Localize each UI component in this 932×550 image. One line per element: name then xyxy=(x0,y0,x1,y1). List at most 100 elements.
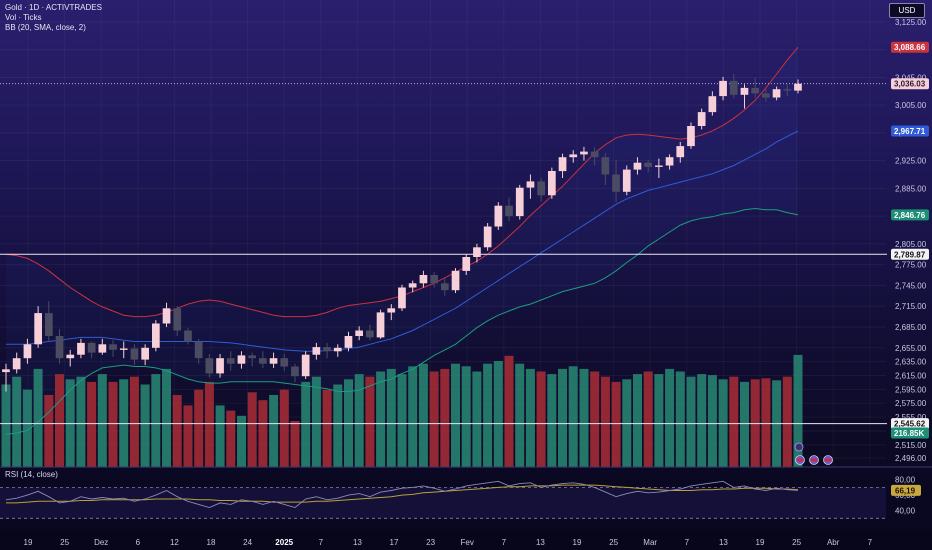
flag-stripe-icon xyxy=(825,458,831,462)
volume-bar xyxy=(322,389,332,468)
volume-bar xyxy=(793,354,803,468)
time-tick-label: 13 xyxy=(353,538,362,547)
time-axis-background xyxy=(0,530,932,550)
time-tick-label: 12 xyxy=(170,538,179,547)
candle-body xyxy=(141,347,149,360)
price-tick-label: 2,745.00 xyxy=(895,281,927,290)
volume-bar xyxy=(408,366,418,468)
volume-bar xyxy=(204,381,214,468)
volume-bar xyxy=(772,380,782,468)
rsi-tick-label: 80,00 xyxy=(895,476,916,485)
candle-body xyxy=(280,358,289,367)
price-tick-label: 2,595.00 xyxy=(895,385,927,394)
volume-bar xyxy=(429,371,439,468)
rsi-pane-background xyxy=(0,467,932,529)
volume-legend[interactable]: Vol · Ticks xyxy=(5,13,42,22)
rsi-ma-line xyxy=(6,484,799,504)
price-tick-label: 3,125.00 xyxy=(895,18,927,27)
volume-bar xyxy=(258,400,268,468)
volume-bar xyxy=(162,368,171,468)
bollinger-lower-line xyxy=(5,207,799,435)
volume-bar xyxy=(558,368,567,468)
volume-bar xyxy=(22,389,32,468)
volume-bar xyxy=(440,368,450,468)
volume-bar xyxy=(87,381,97,468)
volume-bar xyxy=(579,368,589,468)
volume-bar xyxy=(740,381,749,468)
time-tick-label: 7 xyxy=(502,538,507,547)
volume-bar xyxy=(108,381,118,468)
bollinger-legend[interactable]: BB (20, SMA, close, 2) xyxy=(5,23,86,32)
candle-body xyxy=(505,205,513,217)
candle-body xyxy=(387,308,396,313)
candle-body xyxy=(601,157,610,175)
candle-body xyxy=(55,336,64,359)
volume-bar xyxy=(611,381,621,468)
candle-body xyxy=(355,330,363,336)
time-tick-label: 7 xyxy=(319,538,324,547)
symbol-title[interactable]: Gold · 1D · ACTIVTRADES xyxy=(5,3,102,12)
volume-bar xyxy=(461,366,471,468)
price-tick-label: 2,515.00 xyxy=(895,441,927,450)
candle-body xyxy=(323,347,331,352)
price-tick-label: 2,635.00 xyxy=(895,358,927,367)
price-tick-label: 2,496.00 xyxy=(895,454,927,463)
price-badge-horizontal-line xyxy=(891,248,929,260)
candle-body xyxy=(173,308,182,331)
candle-body xyxy=(130,348,139,360)
candle-body xyxy=(762,93,770,98)
time-tick-label: Dez xyxy=(94,538,108,547)
volume-bar xyxy=(707,375,717,468)
price-badge-label: 2,545.62 xyxy=(894,420,926,429)
candle-body xyxy=(783,89,792,91)
volume-bar xyxy=(376,371,386,468)
rsi-legend[interactable]: RSI (14, close) xyxy=(5,470,58,479)
time-tick-label: Abr xyxy=(827,538,840,547)
time-tick-label: 7 xyxy=(868,538,873,547)
candle-body xyxy=(580,151,588,155)
candle-body xyxy=(740,87,749,95)
price-tick-label: 2,555.00 xyxy=(895,413,927,422)
volume-bar xyxy=(600,376,610,468)
candle-body xyxy=(719,80,727,97)
time-tick-label: 25 xyxy=(609,538,618,547)
candle-body xyxy=(729,80,738,95)
candle-body xyxy=(697,112,706,126)
time-tick-label: 13 xyxy=(719,538,728,547)
candle-body xyxy=(194,341,203,359)
currency-button[interactable]: USD xyxy=(889,3,925,18)
volume-bar xyxy=(493,361,503,468)
flag-stripe-icon xyxy=(811,458,817,462)
price-badge-label: 2,846.76 xyxy=(894,211,926,220)
volume-bar xyxy=(33,368,43,468)
candle-body xyxy=(451,270,460,291)
candle-body xyxy=(12,358,21,370)
price-tick-label: 2,615.00 xyxy=(895,372,927,381)
volume-bar xyxy=(686,376,696,468)
candle-body xyxy=(301,354,310,377)
volume-bar xyxy=(665,368,675,468)
candle-body xyxy=(473,247,481,257)
time-tick-label: 7 xyxy=(685,538,690,547)
rsi-band-fill xyxy=(0,487,886,519)
candle-body xyxy=(344,336,353,348)
candle-body xyxy=(548,171,556,196)
time-tick-label: 13 xyxy=(536,538,545,547)
candle-body xyxy=(237,355,246,364)
time-tick-label: 23 xyxy=(426,538,435,547)
candle-body xyxy=(612,174,620,192)
flag-stripe-icon xyxy=(797,458,803,462)
candles-layer xyxy=(2,74,802,392)
candle-body xyxy=(708,96,717,113)
time-tick-label: 17 xyxy=(390,538,399,547)
volume-bar xyxy=(654,374,664,468)
candle-body xyxy=(376,312,385,338)
candle-body xyxy=(109,344,117,350)
volume-bar xyxy=(782,376,792,468)
price-badge-bb-basis xyxy=(891,125,929,137)
volume-bar xyxy=(44,395,54,468)
candle-body xyxy=(633,162,642,170)
candle-body xyxy=(45,313,53,336)
volume-bar xyxy=(525,368,535,468)
